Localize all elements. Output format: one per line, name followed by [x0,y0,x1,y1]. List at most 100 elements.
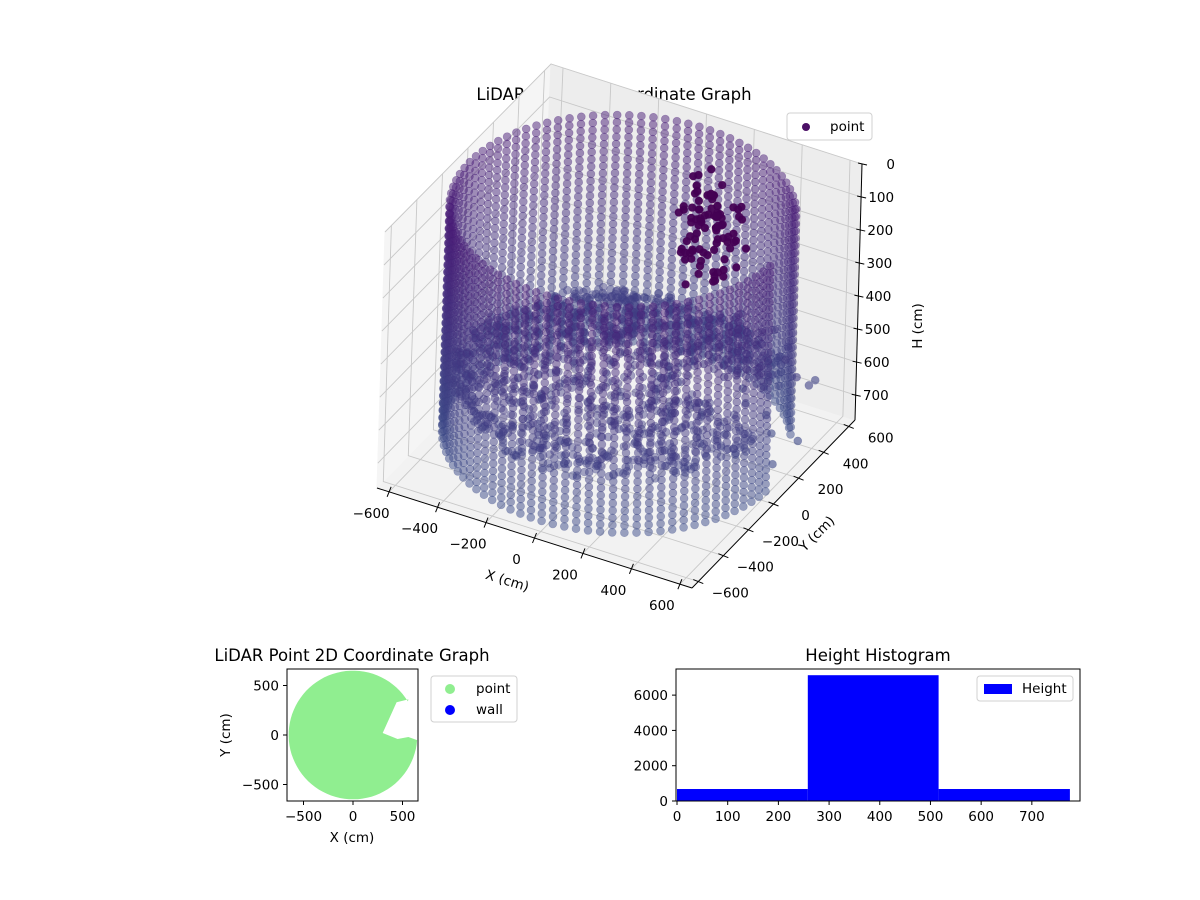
x-tick [386,486,392,498]
data-point [465,248,475,257]
data-point [636,302,646,312]
data-point [574,185,583,194]
data-point [491,342,501,352]
data-point [624,303,634,312]
data-point [576,127,586,136]
data-point [700,278,710,288]
data-point [610,389,620,399]
data-point [584,220,594,229]
data-point [612,317,621,327]
data-point [497,263,507,272]
data-point [731,254,740,264]
data-point [703,401,712,411]
data-point [758,183,768,192]
data-point [490,231,500,240]
data-point [679,202,689,211]
data-point [664,292,674,302]
data-point [609,190,619,200]
x-tick [532,532,537,544]
data-point [656,482,666,492]
data-point [570,289,580,299]
data-point [491,357,501,367]
data-point [646,171,656,180]
data-point [682,334,692,343]
data-point [751,286,761,296]
data-point [493,151,503,160]
data-point [609,433,619,443]
x-tick [677,578,683,590]
data-point [489,245,499,255]
data-point [669,416,679,425]
data-point [681,177,691,187]
data-point [562,391,572,401]
data-point [517,436,527,446]
data-point [575,141,585,151]
data-point [612,286,622,295]
data-point [646,433,655,442]
data-point [508,417,518,427]
data-point [793,436,803,446]
data-point [620,506,630,516]
data-point [518,429,527,439]
data-point [645,462,655,471]
data-point [600,125,609,134]
data-point [575,335,585,345]
data-point [623,154,633,164]
data-point [738,502,748,511]
data-point [672,299,681,309]
data-point [506,497,516,507]
data-point [704,343,714,353]
data-point [647,163,656,173]
data-point [489,253,499,262]
data-point [598,403,608,413]
data-point [624,317,634,327]
data-point [659,337,669,347]
data-point [658,424,667,434]
data-point [594,270,604,280]
data-point [733,346,743,356]
data-point [552,152,562,161]
data-point [521,298,530,308]
data-point [527,454,537,464]
data-point [666,293,676,303]
data-point [749,373,759,383]
data-point [528,223,537,232]
data-point [585,446,595,455]
data-point [528,411,538,421]
data-point [493,284,503,294]
data-point [632,292,642,302]
data-point [572,214,582,223]
data-point [722,459,731,469]
data-point [539,205,549,215]
data-point [750,206,759,216]
data-point [481,250,491,260]
data-point [531,309,541,319]
data-point [659,373,668,383]
data-point [693,367,702,377]
data-point [734,153,744,162]
data-point [549,225,559,234]
data-point [671,138,681,148]
data-point [528,440,537,450]
data-point [757,339,767,349]
data-point [724,350,733,360]
data-point [670,167,680,177]
data-point [701,503,710,512]
y-tick-label: 500 [253,679,279,695]
data-point [565,114,574,123]
data-point [599,338,609,348]
plot-3d-legend: point [786,112,873,141]
data-point [526,273,535,283]
data-point [586,169,596,179]
data-point [636,317,646,327]
data-point [659,366,669,376]
data-point [645,469,655,479]
data-point [714,347,724,356]
data-point [490,379,500,389]
y-tick-label: 6000 [634,688,668,704]
data-point [702,430,712,440]
data-point [670,408,679,418]
data-point [520,327,530,337]
data-point [482,374,492,383]
data-point [574,415,583,424]
